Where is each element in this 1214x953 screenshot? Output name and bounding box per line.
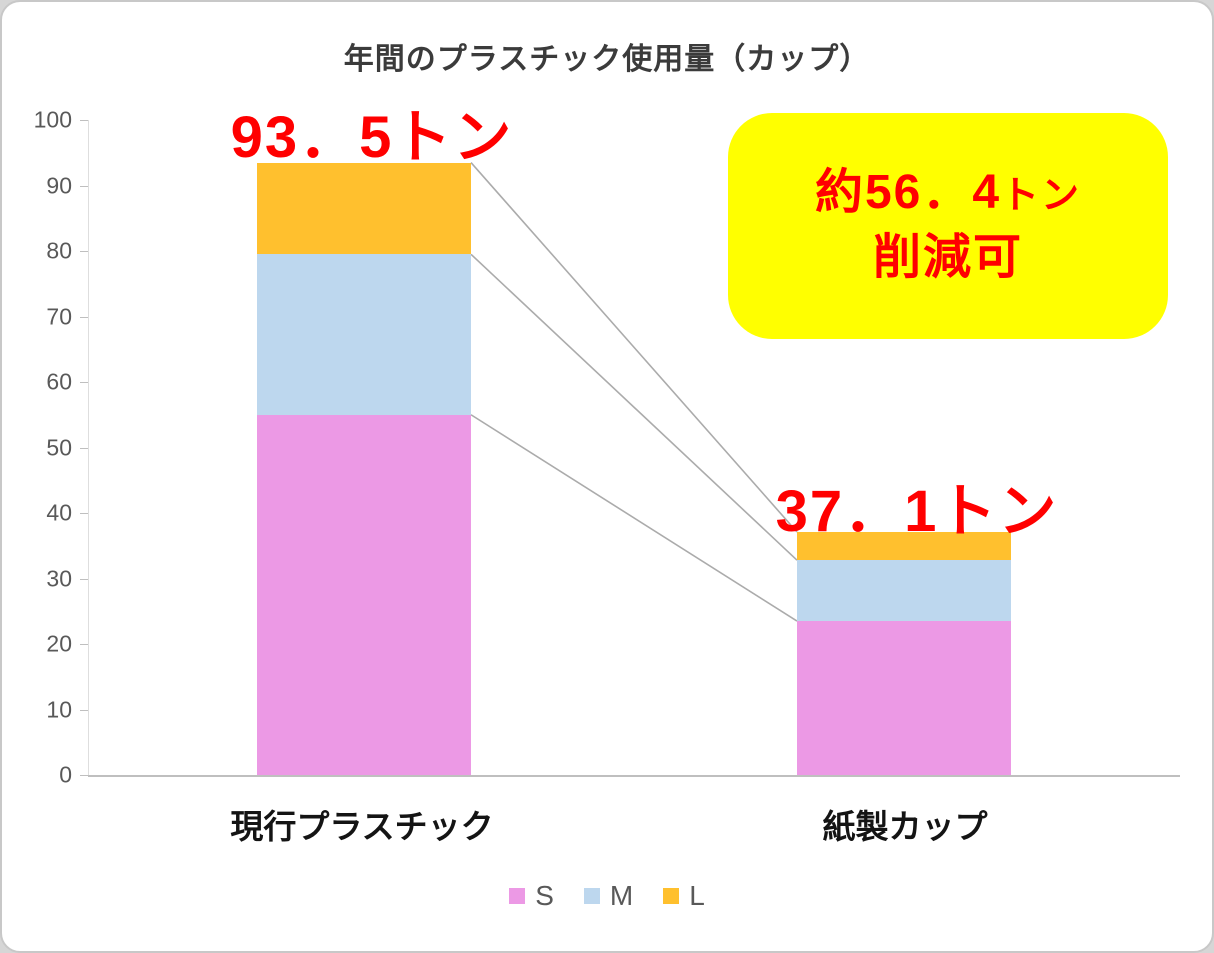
y-tick-label: 40 [46, 499, 72, 526]
y-tick-mark [80, 578, 88, 580]
y-tick-label: 70 [46, 303, 72, 329]
y-tick-mark [80, 709, 88, 711]
chart-title: 年間のプラスチック使用量（カップ） [343, 43, 871, 76]
y-tick-label: 80 [46, 237, 72, 264]
legend-swatch-m [583, 888, 600, 904]
callout-line1: 約56．4トン [815, 161, 1081, 226]
y-tick-mark [80, 120, 88, 121]
reduction-callout: 約56．4トン 削減可 [728, 113, 1168, 339]
legend-item-s: S [509, 880, 554, 912]
legend-item-l: L [663, 880, 705, 912]
total-label-paper: 37．1トン [775, 479, 1059, 544]
y-tick-mark [80, 775, 88, 776]
legend-label-s: S [535, 880, 554, 911]
y-tick-mark [80, 316, 88, 318]
legend-swatch-l [663, 888, 680, 904]
y-tick-label: 10 [46, 696, 72, 722]
category-label-plastic: 現行プラスチック [230, 808, 494, 845]
bar-0-segment-m [257, 254, 471, 415]
bar-0-segment-s [257, 414, 471, 775]
y-tick-mark [80, 447, 88, 449]
y-tick-mark [80, 251, 88, 252]
y-tick-label: 0 [59, 761, 72, 788]
bar-0-segment-l [257, 162, 471, 255]
callout-value: 約56．4 [814, 166, 1002, 220]
connector-line-s [470, 414, 798, 622]
y-tick-label: 50 [46, 434, 72, 460]
bar-1-segment-s [797, 621, 1011, 775]
legend-label-l: L [689, 880, 705, 911]
x-axis-baseline [88, 775, 1180, 777]
y-tick-mark [80, 513, 88, 514]
callout-line2: 削減可 [872, 231, 1023, 284]
legend-label-m: M [609, 880, 634, 911]
legend-item-m: M [583, 880, 634, 912]
y-tick-mark [80, 644, 88, 645]
y-axis-line [88, 120, 89, 775]
category-label-paper: 紙製カップ [822, 808, 988, 845]
y-tick-mark [80, 382, 88, 383]
y-tick-label: 90 [46, 172, 72, 198]
callout-unit: トン [1001, 175, 1082, 218]
y-tick-label: 30 [46, 565, 72, 591]
bar-1-segment-l [797, 531, 1011, 561]
total-label-plastic: 93．5トン [230, 105, 514, 170]
y-tick-label: 60 [46, 368, 72, 395]
legend-swatch-s [509, 888, 526, 904]
bar-1-segment-m [797, 560, 1011, 622]
y-tick-label: 20 [46, 630, 72, 657]
y-tick-label: 100 [33, 106, 72, 133]
y-tick-mark [80, 185, 88, 187]
